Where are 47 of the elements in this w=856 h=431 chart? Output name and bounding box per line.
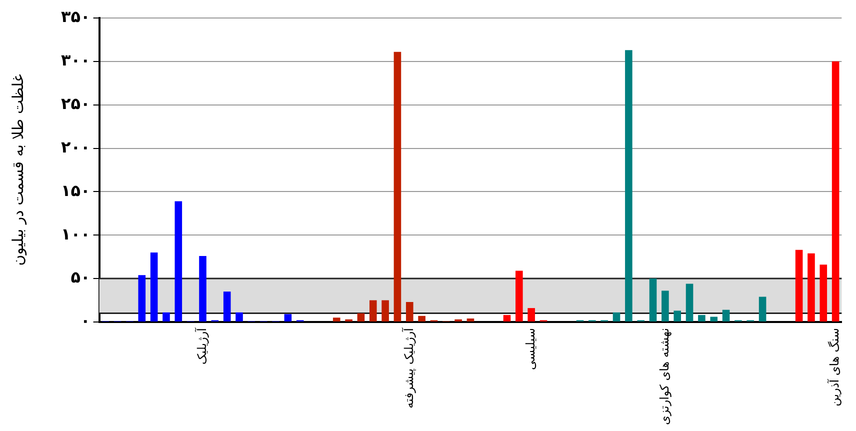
- y-tick-label: ۳۰۰: [61, 50, 90, 70]
- bar: [223, 292, 231, 322]
- y-tick-label: ۲۰۰: [61, 137, 90, 156]
- bar: [808, 253, 815, 322]
- bar: [382, 300, 389, 322]
- y-axis-title: غلظت طلا به قسمت در بیلیون: [8, 74, 27, 266]
- x-tick-label: نهشته های کوارتزی: [657, 328, 672, 425]
- bar: [394, 52, 402, 322]
- bar: [199, 256, 206, 322]
- bar: [698, 315, 706, 322]
- bar: [418, 316, 426, 322]
- x-tick-label: سیلیسی: [523, 328, 538, 370]
- bar: [236, 312, 243, 322]
- bar: [820, 264, 828, 322]
- bar: [369, 300, 377, 322]
- bar: [162, 312, 170, 322]
- y-tick-label: ۵۰: [70, 268, 90, 287]
- bar: [795, 250, 803, 322]
- bar: [174, 201, 182, 322]
- bar: [686, 284, 694, 322]
- bar: [284, 314, 292, 322]
- bar: [332, 318, 340, 322]
- bar: [516, 270, 523, 322]
- y-tick-label: ۲۵۰: [61, 94, 90, 114]
- bar: [674, 310, 682, 322]
- y-tick-label: ۱۰۰: [61, 224, 90, 244]
- y-tick-label: ۱۵۰: [61, 180, 90, 200]
- bar: [758, 296, 766, 322]
- bar: [138, 275, 146, 322]
- x-tick-label: آرژیلیک پیشرفته: [400, 327, 416, 408]
- bar: [832, 61, 840, 322]
- x-tick-label: آرژیلیک: [194, 327, 209, 365]
- bar: [649, 278, 657, 322]
- bar: [503, 315, 511, 322]
- bar: [528, 308, 535, 322]
- x-tick-label: سنگ های آذرین: [826, 328, 842, 406]
- bar: [612, 312, 620, 322]
- bar: [625, 50, 632, 322]
- bar: [150, 252, 158, 322]
- bar: [406, 302, 414, 322]
- bar: [357, 313, 365, 322]
- y-tick-label: ۰: [80, 311, 90, 330]
- y-tick-label: ۳۵۰: [61, 7, 90, 26]
- bar: [710, 316, 718, 322]
- bar: [722, 310, 730, 322]
- bar: [662, 290, 669, 322]
- bar: [466, 318, 474, 322]
